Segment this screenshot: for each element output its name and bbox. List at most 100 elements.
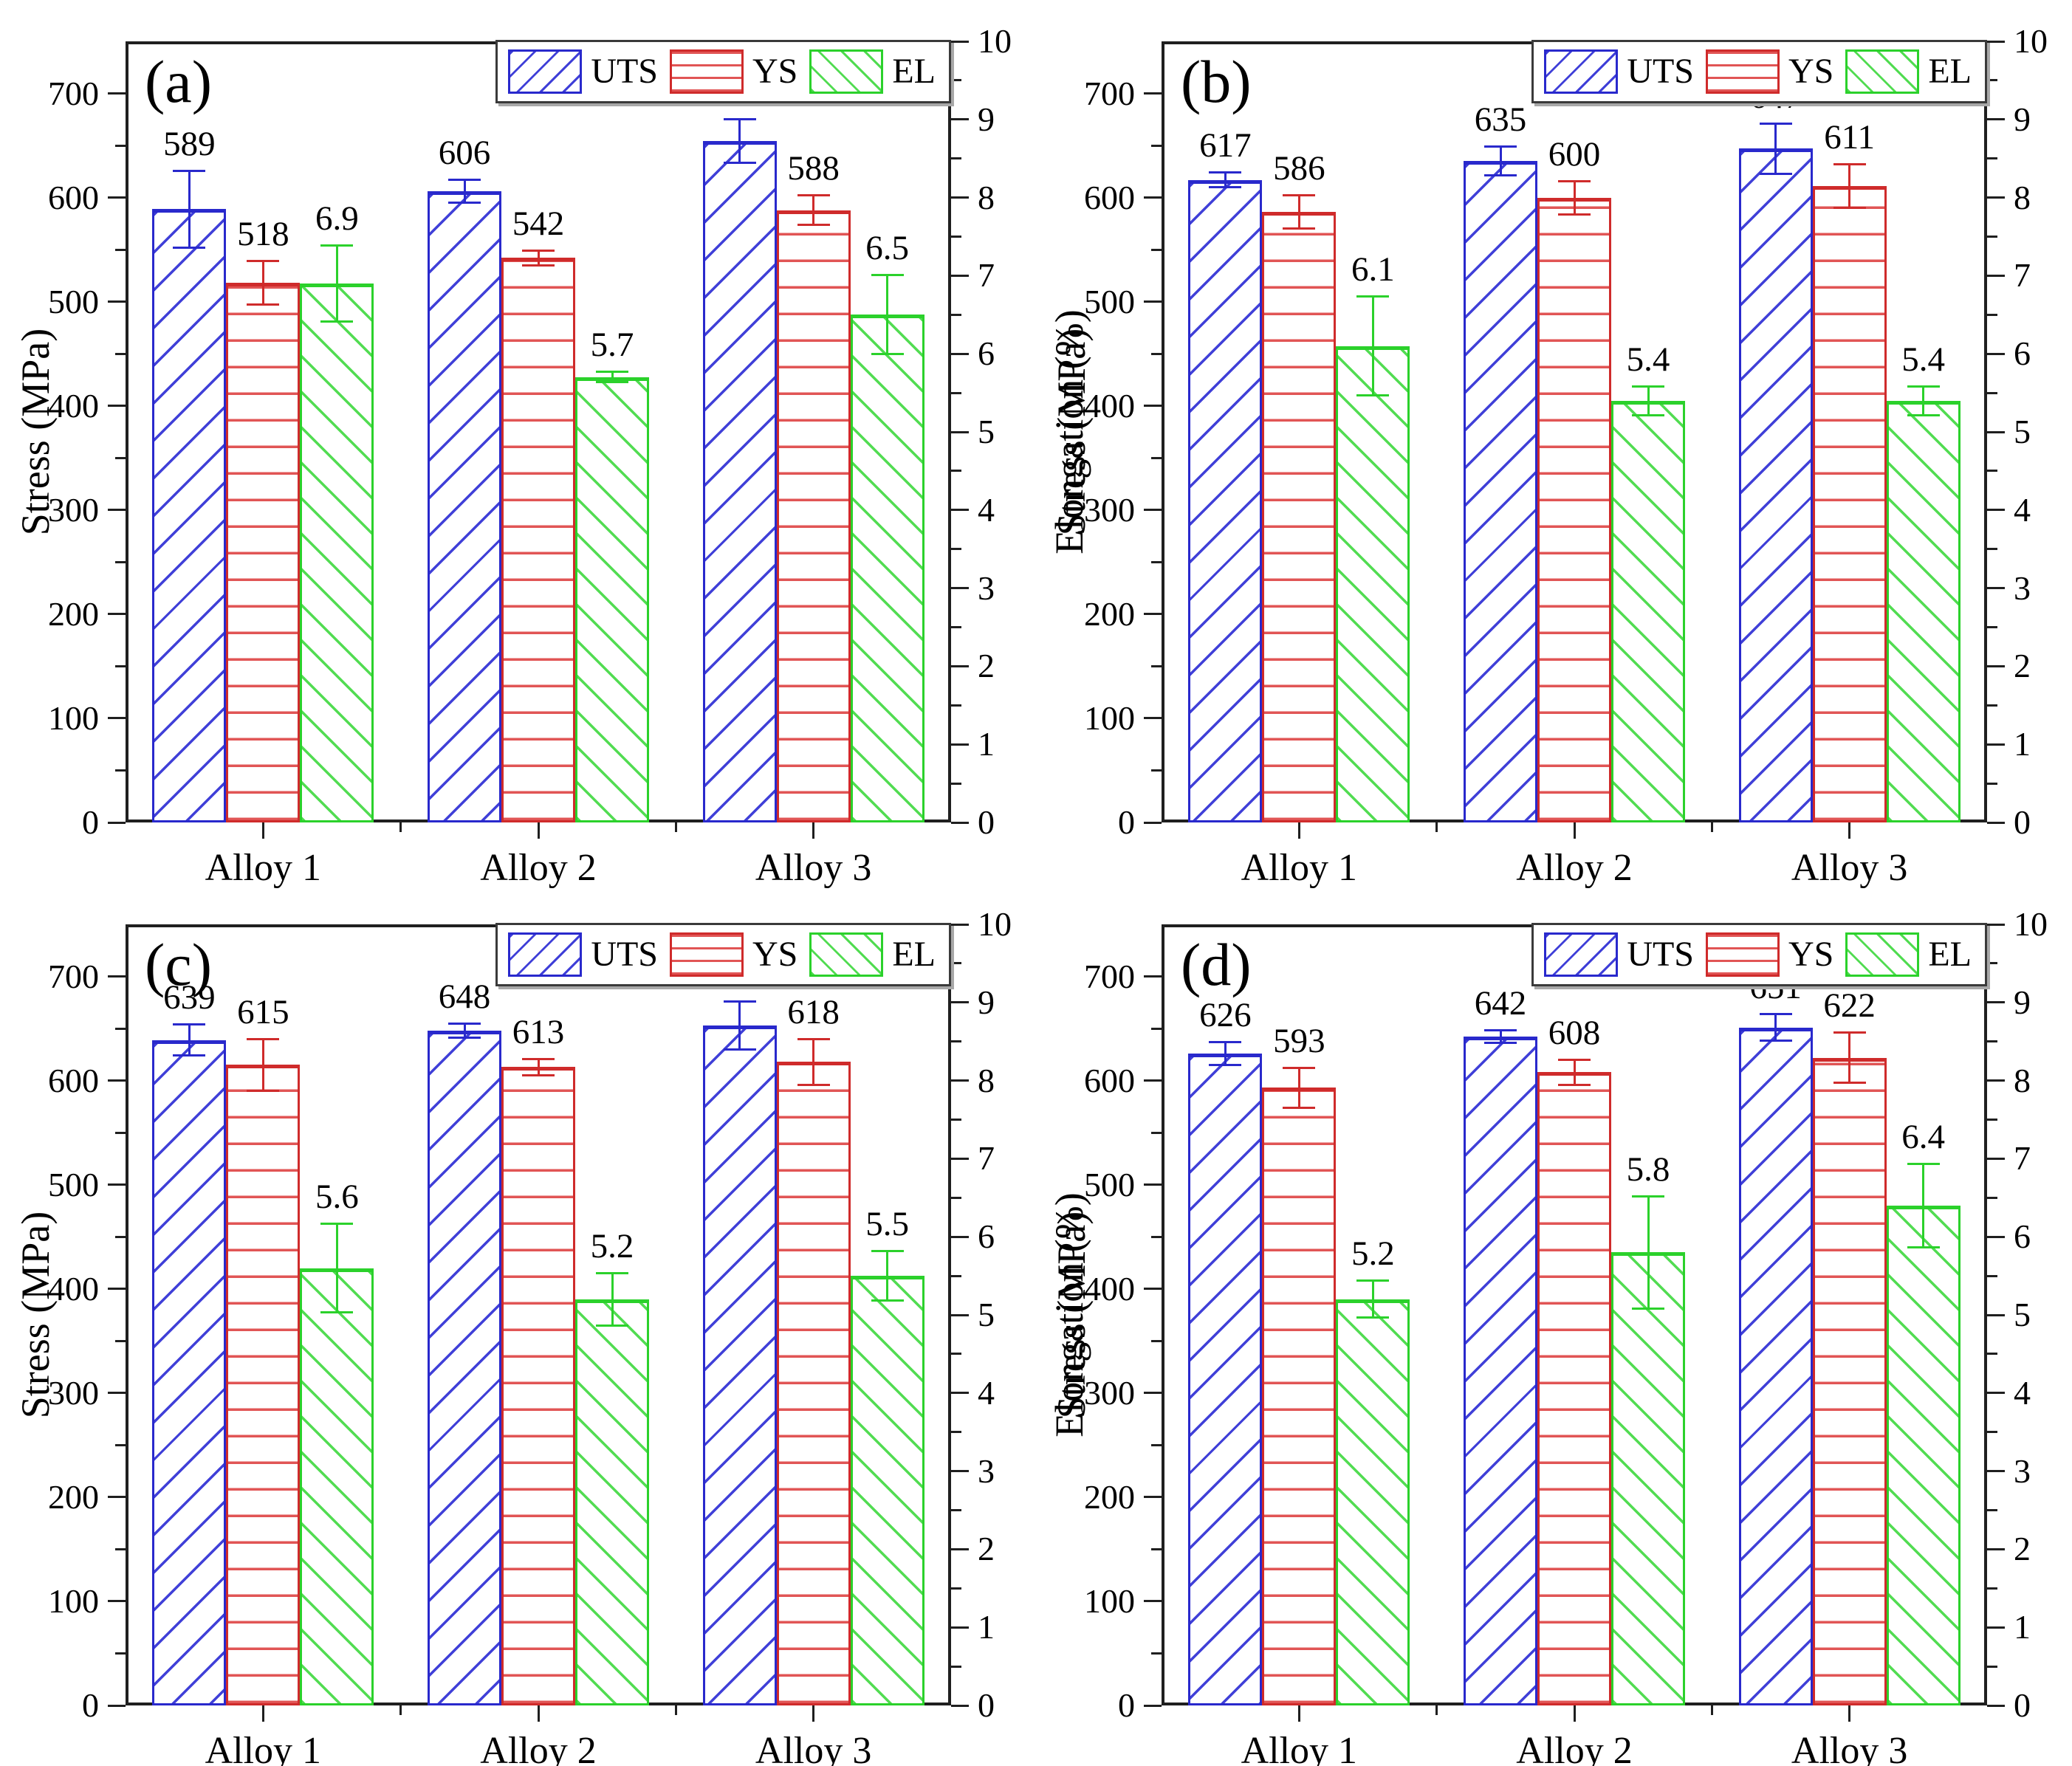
right-axis-minor-tick	[951, 391, 961, 394]
error-bar-cap-bottom	[1632, 1307, 1664, 1310]
left-axis-minor-tick	[115, 1339, 126, 1342]
legend: UTS YS EL	[1531, 40, 1987, 103]
left-axis-major-tick	[108, 92, 126, 95]
right-axis-minor-tick	[1987, 391, 1997, 394]
error-bar-cap-top	[1356, 1279, 1390, 1282]
left-axis-tick-label: 300	[48, 490, 99, 529]
value-label: 5.4	[1901, 340, 1946, 379]
right-axis-major-tick	[1987, 1001, 2005, 1004]
error-bar-line	[1848, 163, 1851, 210]
x-axis-major-tick	[812, 1705, 815, 1722]
left-axis-minor-tick	[1151, 1443, 1162, 1446]
left-axis-minor-tick	[1151, 1339, 1162, 1342]
x-axis-major-tick	[812, 822, 815, 839]
error-bar-cap-top	[247, 1037, 280, 1040]
error-bar-line	[261, 260, 264, 306]
left-axis-minor-tick	[115, 560, 126, 563]
error-bar	[247, 260, 280, 306]
bar-ys-alloy-1	[1262, 212, 1337, 822]
x-tick-label: Alloy 1	[1241, 1730, 1358, 1766]
legend-label-uts: UTS	[591, 935, 658, 974]
value-label: 586	[1273, 149, 1325, 188]
left-axis-tick-label: 200	[48, 1477, 99, 1516]
right-axis-tick-label: 3	[978, 1451, 995, 1490]
right-axis-minor-tick	[951, 548, 961, 551]
left-axis-tick-label: 500	[1084, 282, 1135, 320]
left-axis-tick-label: 600	[48, 1061, 99, 1099]
legend-swatch-ys	[670, 49, 744, 94]
right-axis-minor-tick	[951, 1509, 961, 1511]
right-axis-tick-label: 9	[2014, 983, 2031, 1021]
bar-el-alloy-3	[1886, 1205, 1960, 1705]
right-axis-major-tick	[951, 1626, 969, 1629]
error-bar	[522, 250, 555, 267]
left-axis-minor-tick	[115, 248, 126, 251]
right-axis-minor-tick	[951, 157, 961, 160]
left-axis-major-tick	[108, 1288, 126, 1291]
error-bar-cap-top	[1759, 1012, 1792, 1015]
bar-ys-alloy-2	[501, 1067, 575, 1705]
left-axis-minor-tick	[115, 456, 126, 459]
left-axis-major-tick	[108, 1496, 126, 1499]
left-axis-major-tick	[108, 821, 126, 824]
right-axis-minor-tick	[1987, 470, 1997, 473]
left-axis-major-tick	[1144, 509, 1162, 512]
left-axis-major-tick	[1144, 300, 1162, 303]
bar-uts-alloy-3	[702, 141, 777, 822]
error-bar-line	[463, 1022, 466, 1040]
error-bar-cap-bottom	[247, 303, 280, 306]
left-axis-minor-tick	[1151, 664, 1162, 667]
right-axis-major-tick	[951, 1157, 969, 1160]
legend-label-ys: YS	[1788, 935, 1834, 974]
error-bar-cap-top	[320, 244, 354, 247]
x-tick-label: Alloy 2	[1516, 847, 1633, 889]
right-axis-minor-tick	[951, 1431, 961, 1434]
panel-a: 0 100 200 300 400 500 600 700 0 1 2 3 4 5 6 7 8 9 10 Alloy …	[0, 0, 1091, 887]
left-axis-minor-tick	[1151, 352, 1162, 355]
error-bar-cap-bottom	[797, 1083, 830, 1086]
error-bar-cap-top	[596, 371, 628, 374]
left-axis-tick-label: 100	[1084, 698, 1135, 737]
right-axis-major-tick	[1987, 587, 2005, 590]
error-bar	[1484, 145, 1517, 177]
error-bar	[596, 1271, 628, 1327]
right-axis-tick-label: 9	[2014, 100, 2031, 138]
error-bar-cap-top	[522, 250, 555, 252]
error-bar-cap-bottom	[1558, 213, 1591, 216]
x-axis-major-tick	[537, 822, 540, 839]
left-axis-tick-label: 100	[48, 1581, 99, 1620]
right-axis-minor-tick	[951, 782, 961, 785]
error-bar-line	[738, 118, 741, 165]
right-axis-minor-tick	[951, 79, 961, 82]
left-axis-tick-label: 200	[48, 594, 99, 633]
right-axis-tick-label: 3	[978, 568, 995, 607]
error-bar	[1484, 1029, 1517, 1045]
right-axis-minor-tick	[1987, 1040, 1997, 1043]
value-label: 588	[787, 149, 840, 188]
left-axis-major-tick	[108, 300, 126, 303]
bar-uts-alloy-3	[702, 1025, 777, 1705]
left-axis-major-tick	[108, 975, 126, 978]
legend-swatch-el	[1845, 932, 1920, 977]
right-axis-tick-label: 6	[978, 1217, 995, 1256]
x-axis-major-tick	[1297, 1705, 1300, 1722]
right-axis-major-tick	[951, 352, 969, 355]
legend-label-el: EL	[1928, 935, 1972, 974]
right-axis-major-tick	[1987, 1626, 2005, 1629]
right-axis-tick-label: 5	[978, 1296, 995, 1333]
right-axis-tick-label: 5	[978, 413, 995, 450]
right-axis-major-tick	[1987, 1157, 2005, 1160]
right-axis-tick-label: 5	[2014, 1296, 2031, 1333]
right-axis-major-tick	[1987, 274, 2005, 277]
value-label: 635	[1474, 100, 1527, 140]
error-bar-line	[1499, 145, 1502, 177]
right-axis-minor-tick	[1987, 1587, 1997, 1590]
error-bar	[723, 1000, 756, 1051]
legend-swatch-el	[1845, 49, 1920, 94]
right-axis-tick-label: 4	[2014, 1373, 2031, 1412]
error-bar-cap-bottom	[320, 320, 354, 323]
right-axis-minor-tick	[951, 236, 961, 238]
left-axis-minor-tick	[1151, 1547, 1162, 1550]
right-axis-tick-label: 6	[2014, 1217, 2031, 1256]
left-axis-tick-label: 700	[48, 74, 99, 112]
